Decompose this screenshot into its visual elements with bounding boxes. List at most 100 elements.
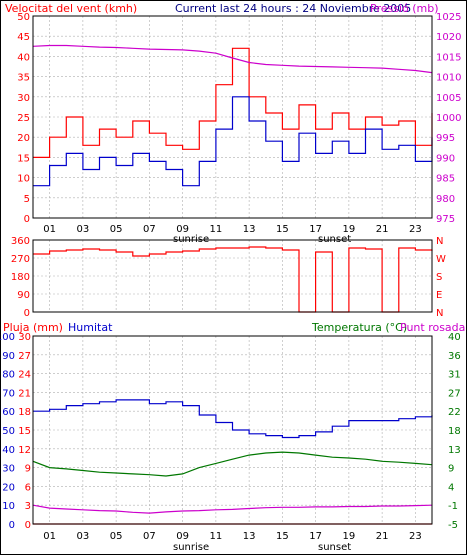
hour-label-3: 03	[77, 531, 90, 542]
axis-tick-rain: 9	[25, 464, 31, 475]
axis-tick-pressure: 985	[436, 174, 455, 185]
axis-tick-humidity: 0	[9, 520, 15, 531]
axis-tick-wind: 10	[17, 174, 30, 185]
pressure-axis-label: Pressió (mb)	[370, 2, 439, 15]
axis-tick-temperature: 36	[448, 351, 461, 362]
axis-tick-humidity: 40	[2, 445, 15, 456]
axis-tick-temperature: 13	[448, 445, 461, 456]
axis-tick-humidity: 80	[2, 370, 15, 381]
axis-tick-rain: 18	[18, 407, 31, 418]
axis-tick-pressure: 1000	[436, 113, 461, 124]
panel-3-frame	[32, 335, 433, 525]
axis-tick-rain: 21	[18, 388, 31, 399]
hour-label-3: 21	[376, 531, 389, 542]
hour-label-3: 05	[110, 531, 123, 542]
axis-tick-direction-compass: N	[436, 308, 443, 319]
hour-label-1: 21	[376, 224, 389, 235]
axis-tick-direction-deg: 0	[24, 308, 30, 319]
axis-tick-pressure: 1005	[436, 93, 461, 104]
axis-tick-temperature: 9	[448, 464, 454, 475]
axis-tick-rain: 27	[18, 351, 31, 362]
hour-label-1: 03	[77, 224, 90, 235]
hour-label-3: 17	[309, 531, 322, 542]
axis-tick-wind: 25	[17, 113, 30, 124]
axis-tick-wind: 35	[17, 73, 30, 84]
axis-tick-temperature: -1	[448, 501, 458, 512]
axis-tick-direction-deg: 270	[11, 254, 30, 265]
axis-tick-direction-compass: E	[436, 290, 442, 301]
axis-tick-temperature: 4	[448, 482, 454, 493]
axis-tick-pressure: 1020	[436, 32, 461, 43]
sunrise-label-bottom: sunrise	[173, 542, 209, 553]
axis-tick-temperature: 40	[448, 332, 461, 343]
chart-title: Current last 24 hours : 24 Noviembre 200…	[175, 2, 411, 15]
axis-tick-humidity: 10	[2, 501, 15, 512]
axis-tick-direction-compass: N	[436, 236, 443, 247]
axis-tick-pressure: 1010	[436, 73, 461, 84]
hour-label-1: 07	[143, 224, 156, 235]
hour-label-1: 17	[309, 224, 322, 235]
hour-label-1: 05	[110, 224, 123, 235]
series-wind_avg	[33, 96, 433, 187]
panel-1-frame	[32, 15, 433, 219]
axis-tick-rain: 15	[18, 426, 31, 437]
hour-label-3: 13	[243, 531, 256, 542]
humidity-axis-label: Humitat	[68, 321, 113, 334]
series-humidity	[33, 399, 433, 439]
series-wind_gust	[33, 47, 433, 158]
rain-axis-label: Pluja (mm)	[3, 321, 63, 334]
axis-tick-pressure: 1025	[436, 12, 461, 23]
axis-tick-humidity: 100	[0, 332, 15, 343]
axis-tick-wind: 15	[17, 153, 30, 164]
axis-tick-temperature: 27	[448, 388, 461, 399]
hour-label-1: 13	[243, 224, 256, 235]
axis-tick-rain: 24	[18, 370, 31, 381]
sunset-label-bottom: sunset	[318, 542, 351, 553]
axis-tick-temperature: 18	[448, 426, 461, 437]
series-direction	[33, 246, 433, 313]
axis-tick-humidity: 90	[2, 351, 15, 362]
axis-tick-humidity: 70	[2, 388, 15, 399]
temperature-axis-label: Temperatura (°C)	[311, 321, 407, 334]
axis-tick-wind: 5	[24, 194, 30, 205]
axis-tick-wind: 45	[17, 32, 30, 43]
axis-tick-direction-compass: W	[436, 254, 446, 265]
axis-tick-rain: 30	[18, 332, 31, 343]
hour-label-1: 23	[409, 224, 422, 235]
axis-tick-rain: 0	[25, 520, 31, 531]
series-temperature	[32, 451, 433, 477]
hour-label-1: 19	[343, 224, 356, 235]
hour-label-1: 11	[210, 224, 223, 235]
axis-tick-pressure: 990	[436, 153, 455, 164]
axis-tick-pressure: 980	[436, 194, 455, 205]
series-pressure	[32, 44, 433, 74]
hour-label-1: 09	[176, 224, 189, 235]
axis-tick-wind: 40	[17, 52, 30, 63]
axis-tick-humidity: 50	[2, 426, 15, 437]
hour-label-1: 15	[276, 224, 289, 235]
axis-tick-direction-deg: 90	[17, 290, 30, 301]
hour-label-3: 19	[343, 531, 356, 542]
hour-label-1: 01	[43, 224, 56, 235]
wind-axis-label: Velocitat del vent (kmh)	[5, 2, 137, 15]
panel-2-frame	[32, 239, 433, 313]
hour-label-3: 07	[143, 531, 156, 542]
axis-tick-wind: 20	[17, 133, 30, 144]
axis-tick-wind: 30	[17, 93, 30, 104]
axis-tick-rain: 6	[25, 482, 31, 493]
axis-tick-direction-deg: 180	[11, 272, 30, 283]
axis-tick-direction-compass: S	[436, 272, 442, 283]
hour-label-3: 01	[43, 531, 56, 542]
axis-tick-direction-deg: 360	[11, 236, 30, 247]
axis-tick-pressure: 995	[436, 133, 455, 144]
series-dewpoint	[32, 504, 433, 514]
axis-tick-wind: 50	[17, 12, 30, 23]
axis-tick-temperature: 31	[448, 370, 461, 381]
axis-tick-humidity: 30	[2, 464, 15, 475]
axis-tick-temperature: 22	[448, 407, 461, 418]
axis-tick-rain: 12	[18, 445, 31, 456]
axis-tick-humidity: 60	[2, 407, 15, 418]
